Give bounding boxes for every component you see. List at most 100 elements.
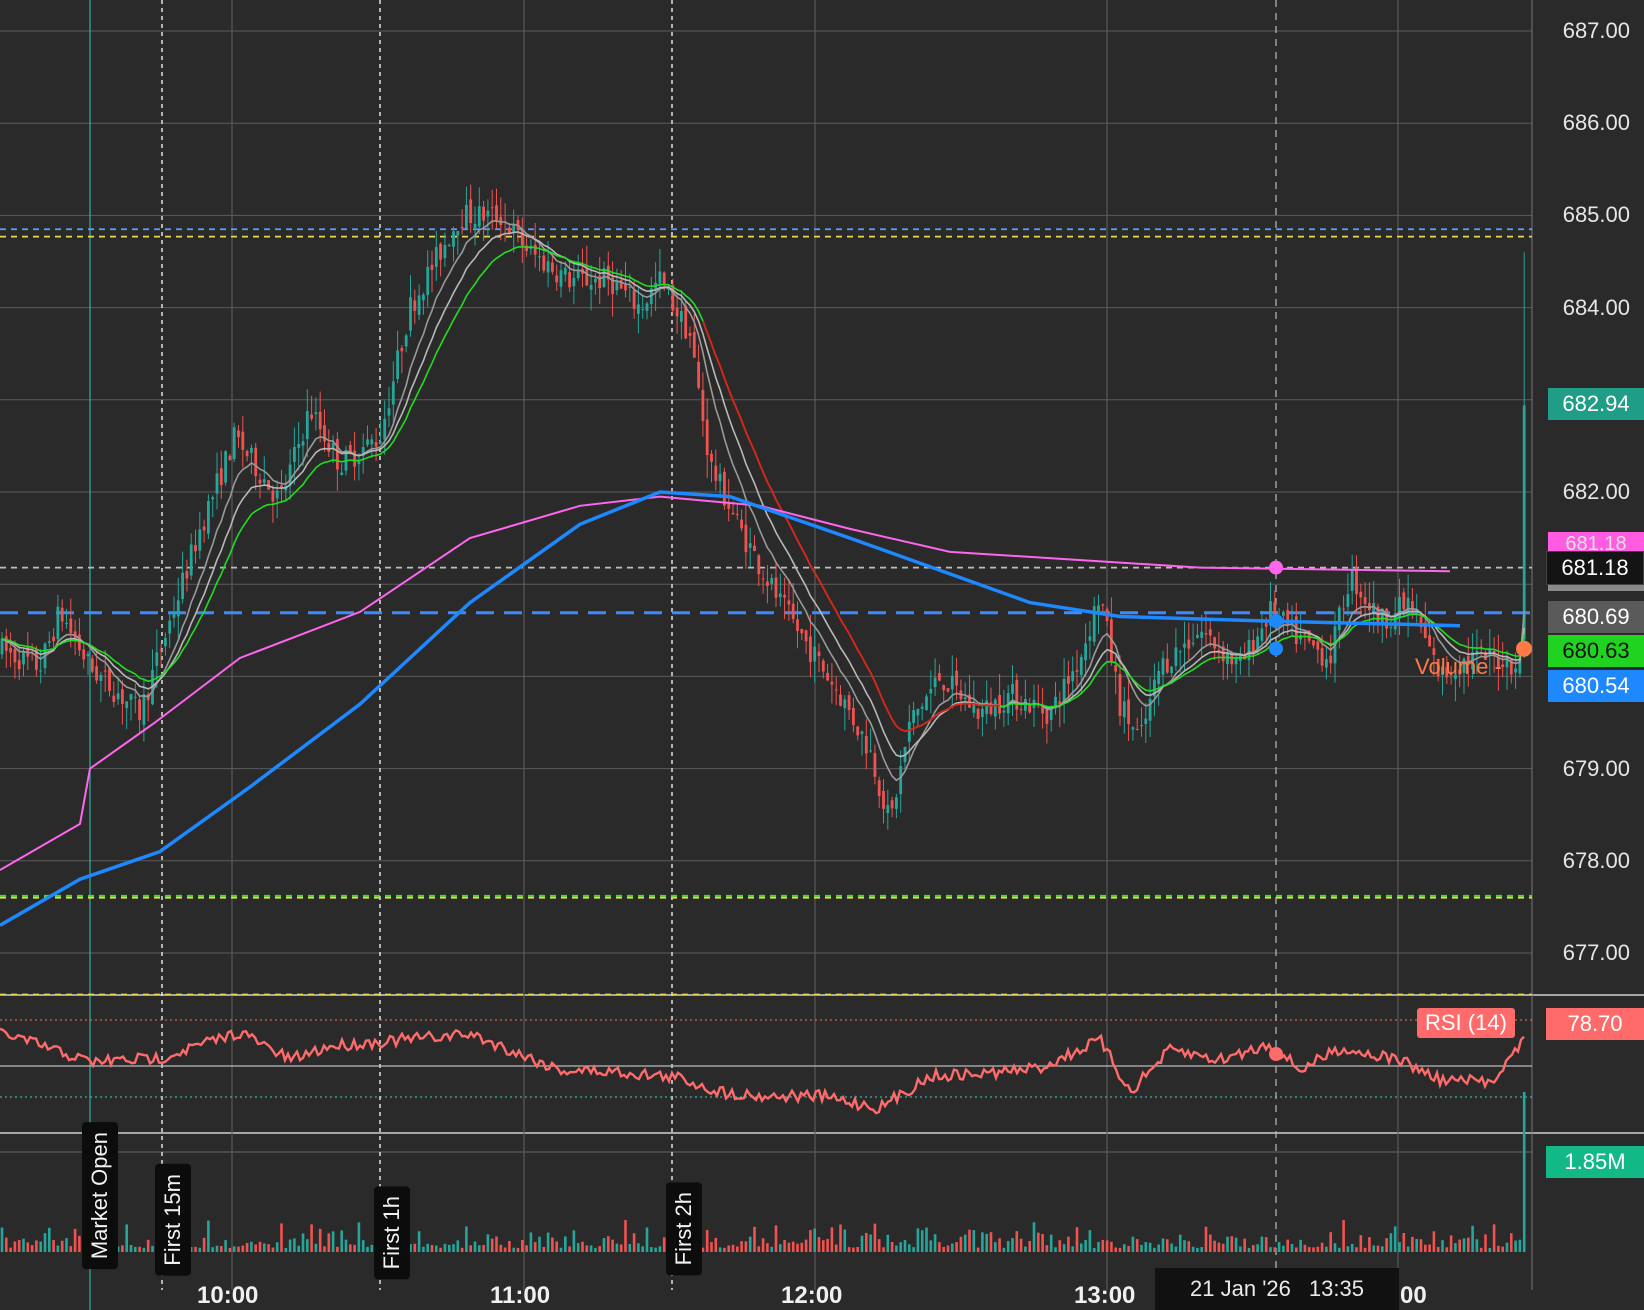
ema-9-line (1, 220, 1525, 782)
candle-body (301, 441, 305, 446)
volume-bar (1243, 1238, 1246, 1252)
volume-bar (22, 1238, 25, 1252)
volume-bar (224, 1240, 227, 1252)
volume-bar (1484, 1234, 1487, 1252)
volume-bar (435, 1245, 438, 1252)
volume-bar (1028, 1240, 1031, 1252)
volume-bar (486, 1234, 490, 1252)
ema-15-line (1, 231, 1525, 758)
volume-bar (353, 1244, 356, 1252)
candle-body (215, 473, 219, 494)
volume-bar (116, 1246, 120, 1252)
candle-body (533, 244, 537, 255)
volume-bar (766, 1243, 769, 1252)
volume-bar (413, 1243, 417, 1252)
volume-bar (1148, 1242, 1152, 1252)
volume-bar (602, 1238, 606, 1252)
volume-bar (134, 1246, 137, 1252)
volume-bar (297, 1245, 300, 1252)
volume-bar (701, 1247, 705, 1252)
volume-bar (1054, 1247, 1057, 1252)
candle-body (675, 307, 679, 317)
candle-body (211, 497, 215, 500)
candle-body (482, 206, 485, 221)
candle-body (1019, 709, 1023, 711)
volume-bar (288, 1239, 292, 1252)
volume-bar (508, 1240, 511, 1252)
volume-bar (1316, 1246, 1320, 1252)
candle-body (551, 262, 554, 272)
candle-body (1015, 679, 1019, 710)
candle-body (847, 695, 851, 711)
volume-bar (1183, 1240, 1186, 1252)
volume-bar (1097, 1241, 1100, 1252)
candle-body (396, 350, 399, 379)
y-tick-679: 679.00 (1562, 756, 1630, 781)
volume-bar (598, 1246, 601, 1252)
volume-bar (1114, 1247, 1117, 1252)
candle-body (185, 571, 189, 579)
candle-body (563, 267, 567, 275)
candle-body (374, 442, 378, 447)
candle-body (1376, 606, 1380, 626)
candle-body (1522, 405, 1526, 640)
ema-200-line (0, 490, 1461, 927)
volume-bar (538, 1236, 541, 1252)
volume-bar (852, 1247, 855, 1252)
volume-bar (1217, 1242, 1221, 1252)
candle-body (1432, 648, 1436, 655)
volume-bar (1303, 1244, 1307, 1252)
candle-body (933, 677, 937, 688)
candle-body (1256, 636, 1259, 650)
volume-bar (589, 1245, 593, 1252)
candle-body (735, 513, 739, 515)
candle-body (1269, 601, 1272, 626)
candle-body (1062, 679, 1066, 704)
volume-bar (736, 1246, 739, 1252)
candle-body (13, 649, 17, 663)
candle-body (942, 685, 946, 691)
candle-body (645, 303, 649, 311)
volume-bar (314, 1243, 318, 1252)
vwap-price-tag: 681.18 (1546, 551, 1644, 585)
volume-bar (1067, 1236, 1070, 1252)
candle-body (400, 347, 404, 352)
candle-body (1337, 607, 1341, 631)
candle-body (164, 637, 167, 647)
volume-bar (779, 1244, 782, 1252)
volume-bar (1024, 1246, 1027, 1252)
volume-bar (1041, 1234, 1044, 1252)
candle-body (1406, 597, 1410, 615)
candle-body (641, 308, 645, 310)
candle-body (981, 708, 984, 717)
candle-body (116, 693, 120, 700)
volume-bar (1230, 1236, 1234, 1252)
volume-bar (301, 1233, 305, 1252)
candle-body (1247, 640, 1251, 661)
volume-bar (194, 1246, 197, 1252)
volume-bar (473, 1241, 477, 1252)
candle-body (985, 700, 989, 714)
volume-bar (1505, 1242, 1509, 1252)
volume-bar (1123, 1244, 1126, 1252)
candle-body (383, 418, 387, 440)
volume-bar (1178, 1234, 1182, 1252)
volume-bar (1307, 1247, 1311, 1252)
volume-bar (1320, 1242, 1324, 1252)
volume-bar (1419, 1239, 1423, 1252)
candle-body (671, 284, 675, 311)
candle-body (288, 464, 292, 486)
volume-bar (1209, 1234, 1212, 1252)
volume-bar (757, 1246, 761, 1252)
volume-bar (465, 1226, 468, 1252)
candle-body (224, 451, 227, 483)
volume-bar (843, 1229, 847, 1252)
candle-body (323, 425, 326, 442)
ema-blue-price-tag: 680.54 (1548, 670, 1644, 702)
volume-bar (1071, 1246, 1074, 1252)
volume-bar (1325, 1246, 1328, 1252)
candle-body (1213, 637, 1216, 649)
volume-bar (1127, 1246, 1130, 1252)
candle-body (1101, 604, 1105, 606)
